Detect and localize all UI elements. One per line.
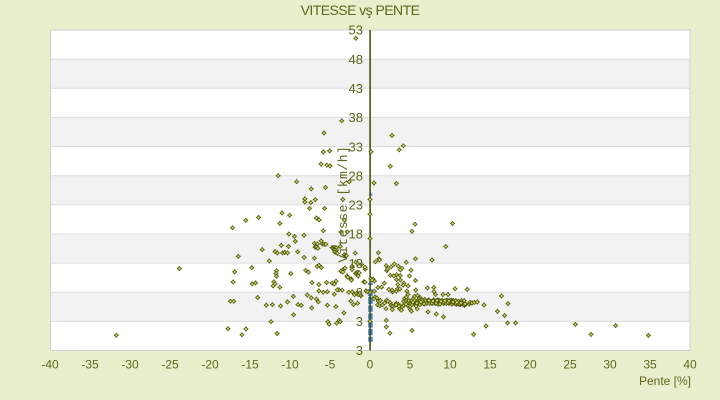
svg-text:23: 23 bbox=[349, 198, 363, 213]
svg-text:53: 53 bbox=[349, 23, 363, 38]
svg-text:-40: -40 bbox=[41, 358, 59, 372]
svg-text:13: 13 bbox=[349, 256, 363, 271]
svg-text:15: 15 bbox=[483, 358, 497, 372]
svg-text:48: 48 bbox=[349, 52, 363, 67]
svg-text:40: 40 bbox=[683, 358, 697, 372]
svg-text:-35: -35 bbox=[81, 358, 99, 372]
svg-text:10: 10 bbox=[443, 358, 457, 372]
svg-text:-15: -15 bbox=[241, 358, 259, 372]
svg-text:5: 5 bbox=[407, 358, 414, 372]
svg-text:VITESSE vş PENTE: VITESSE vş PENTE bbox=[301, 2, 420, 18]
svg-text:-10: -10 bbox=[281, 358, 299, 372]
svg-text:-30: -30 bbox=[121, 358, 139, 372]
svg-text:28: 28 bbox=[349, 168, 363, 183]
svg-text:Vitesse [km/h]: Vitesse [km/h] bbox=[336, 146, 351, 263]
svg-text:0: 0 bbox=[367, 358, 374, 372]
svg-text:35: 35 bbox=[643, 358, 657, 372]
svg-text:-25: -25 bbox=[161, 358, 179, 372]
svg-text:25: 25 bbox=[563, 358, 577, 372]
svg-text:3: 3 bbox=[356, 343, 363, 358]
svg-text:18: 18 bbox=[349, 227, 363, 242]
svg-text:-5: -5 bbox=[325, 358, 336, 372]
svg-text:38: 38 bbox=[349, 110, 363, 125]
svg-text:20: 20 bbox=[523, 358, 537, 372]
svg-text:Pente [%]: Pente [%] bbox=[639, 374, 691, 388]
svg-text:43: 43 bbox=[349, 81, 363, 96]
svg-text:3: 3 bbox=[356, 314, 363, 329]
svg-text:33: 33 bbox=[349, 139, 363, 154]
svg-text:30: 30 bbox=[603, 358, 617, 372]
svg-text:-20: -20 bbox=[201, 358, 219, 372]
svg-text:8: 8 bbox=[356, 285, 363, 300]
